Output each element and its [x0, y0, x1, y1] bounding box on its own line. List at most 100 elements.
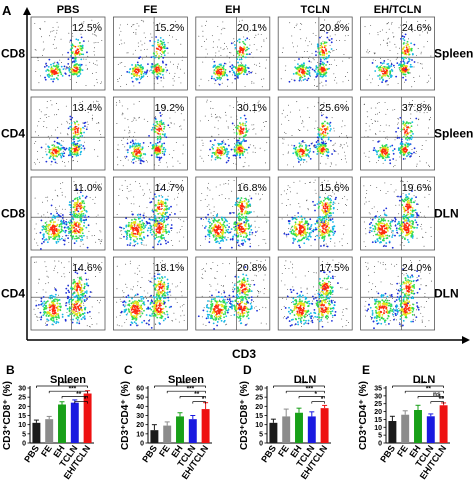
event-dot: [383, 152, 386, 155]
event-dot: [67, 237, 69, 240]
event-dot: [319, 162, 321, 164]
event-dot: [77, 45, 80, 48]
event-dot: [60, 183, 61, 185]
event-dot: [289, 111, 291, 113]
event-dot: [149, 231, 152, 234]
event-dot: [337, 20, 339, 22]
event-dot: [247, 200, 250, 203]
event-dot: [327, 148, 330, 151]
event-dot: [428, 80, 430, 82]
event-dot: [227, 144, 230, 147]
event-dot: [64, 231, 67, 234]
event-dot: [410, 117, 412, 119]
event-dot: [348, 79, 350, 81]
event-dot: [260, 51, 262, 53]
event-dot: [67, 58, 70, 61]
event-dot: [259, 199, 261, 201]
event-dot: [132, 227, 135, 229]
event-dot: [134, 117, 136, 119]
event-dot: [157, 64, 160, 67]
event-dot: [80, 47, 83, 50]
event-dot: [162, 70, 165, 73]
event-dot: [80, 241, 82, 243]
event-dot: [167, 241, 170, 243]
event-dot: [389, 49, 391, 51]
event-dot: [69, 41, 70, 43]
event-dot: [387, 58, 389, 60]
event-dot: [229, 105, 231, 107]
event-dot: [225, 229, 228, 232]
event-dot: [426, 32, 428, 34]
event-dot: [127, 108, 129, 110]
event-dot: [153, 130, 156, 133]
event-dot: [120, 30, 122, 32]
event-dot: [61, 191, 63, 193]
event-dot: [79, 237, 81, 239]
event-dot: [286, 214, 288, 216]
event-dot: [213, 206, 215, 208]
event-dot: [37, 244, 39, 246]
event-dot: [38, 82, 40, 84]
event-dot: [428, 166, 430, 168]
event-dot: [320, 50, 322, 53]
event-dot: [427, 133, 429, 135]
event-dot: [404, 81, 405, 83]
event-dot: [226, 74, 229, 77]
event-dot: [135, 181, 137, 183]
event-scatter: [280, 19, 350, 87]
event-dot: [179, 126, 181, 128]
event-dot: [161, 114, 163, 115]
event-dot: [133, 203, 135, 205]
event-dot: [239, 232, 241, 234]
event-dot: [74, 59, 77, 61]
event-dot: [131, 161, 133, 163]
event-dot: [391, 22, 393, 24]
event-dot: [85, 218, 88, 221]
event-dot: [262, 230, 264, 232]
event-dot: [240, 57, 242, 59]
event-dot: [151, 233, 153, 236]
event-dot: [251, 80, 253, 82]
event-dot: [212, 236, 215, 238]
event-dot: [292, 147, 295, 150]
event-dot: [218, 39, 220, 41]
event-dot: [75, 70, 78, 73]
event-dot: [182, 56, 184, 58]
event-dot: [54, 65, 56, 68]
event-dot: [201, 139, 203, 141]
event-dot: [93, 62, 94, 64]
event-dot: [167, 124, 170, 127]
event-dot: [239, 123, 242, 126]
event-dot: [297, 161, 300, 163]
event-dot: [164, 148, 167, 151]
event-dot: [232, 205, 234, 207]
event-dot: [87, 224, 90, 227]
event-dot: [96, 64, 98, 66]
event-dot: [215, 117, 217, 119]
event-dot: [377, 156, 380, 159]
event-dot: [50, 212, 52, 215]
event-dot: [155, 50, 158, 53]
event-dot: [96, 122, 98, 124]
event-dot: [403, 128, 406, 131]
event-dot: [62, 54, 64, 56]
event-dot: [69, 209, 71, 211]
event-dot: [133, 155, 136, 158]
event-dot: [222, 27, 224, 29]
event-dot: [134, 150, 136, 153]
event-dot: [84, 141, 85, 143]
event-dot: [158, 159, 161, 161]
event-dot: [87, 215, 90, 218]
event-dot: [205, 25, 207, 26]
event-dot: [406, 21, 408, 23]
event-dot: [249, 242, 251, 244]
event-dot: [228, 198, 230, 200]
event-dot: [97, 42, 99, 43]
event-dot: [57, 109, 59, 111]
event-dot: [76, 131, 79, 134]
event-dot: [329, 128, 332, 130]
event-dot: [154, 65, 157, 68]
event-dot: [240, 67, 243, 70]
event-dot: [254, 151, 256, 153]
event-dot: [201, 157, 203, 159]
